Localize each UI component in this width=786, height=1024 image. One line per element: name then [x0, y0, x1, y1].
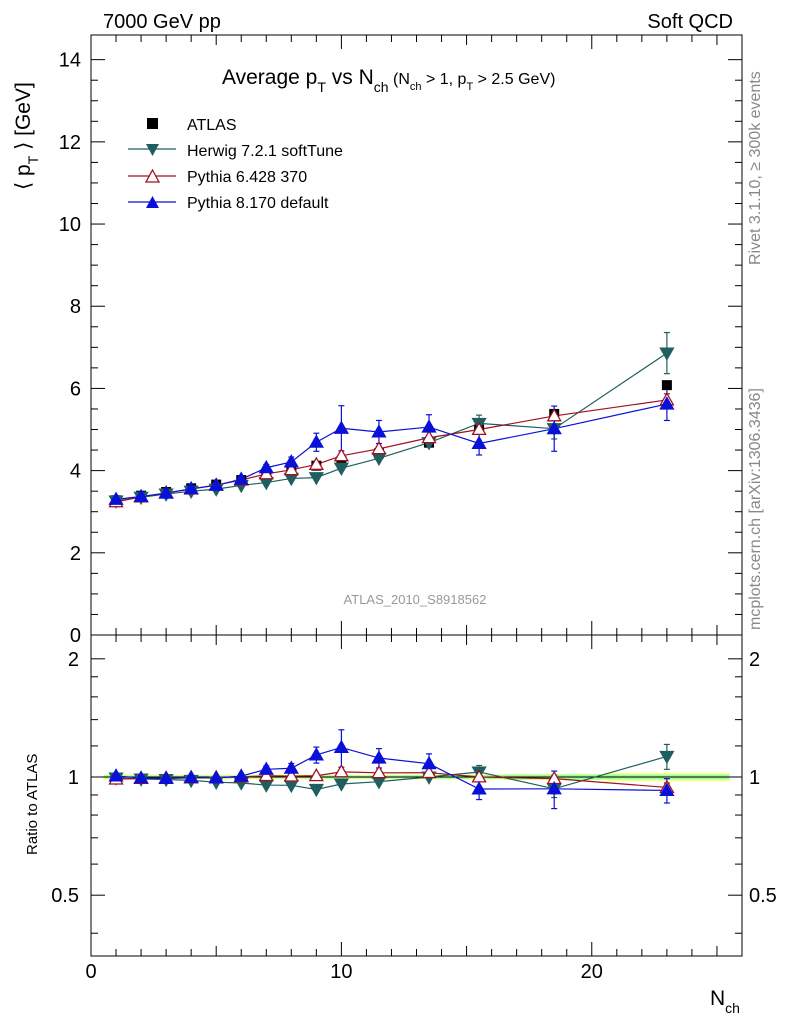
ratio-y-tick-label: 0.5 [51, 885, 79, 907]
ratio-panel-frame [90, 634, 743, 957]
ratio-point-series-2 [371, 750, 387, 764]
ratio-point-series-2 [233, 768, 249, 782]
data-point-series-2 [546, 420, 562, 435]
x-tick-labels: 0 10 20 [85, 961, 602, 983]
main-y-tick-label: 12 [59, 132, 81, 154]
data-point-series-1 [283, 461, 299, 476]
chart-title: Average pT vs Nch (Nch > 1, pT > 2.5 GeV… [222, 66, 555, 95]
ratio-y-tick-label-right: 1 [749, 767, 760, 789]
ratio-point-series-2 [258, 761, 274, 775]
data-point-series-2 [233, 471, 249, 485]
main-series-line [115, 403, 668, 500]
ratio-point-series-1 [258, 767, 274, 782]
ratio-point-series-2 [183, 769, 199, 784]
ratio-series-line [115, 746, 667, 792]
main-y-tick-label: 2 [70, 543, 81, 565]
main-series-line [115, 352, 668, 502]
x-tick-label: 20 [581, 961, 603, 983]
x-tick-label: 0 [85, 961, 96, 983]
ratio-point-series-1 [283, 768, 299, 782]
ratio-point-series-2 [283, 760, 299, 774]
data-point-series-2 [133, 488, 149, 503]
legend-label-atlas: ATLAS [187, 117, 237, 134]
x-tick-label: 10 [330, 961, 352, 983]
ratio-point-series-0 [308, 783, 324, 798]
data-point-series-1 [471, 421, 487, 436]
data-point-series-1 [308, 456, 324, 470]
data-point-atlas [661, 380, 672, 391]
data-point-series-2 [471, 435, 487, 450]
main-y-tick-label: 0 [70, 625, 81, 647]
ratio-point-series-2 [308, 747, 324, 761]
main-axis-ticks [90, 35, 743, 636]
ratio-point-series-1 [308, 767, 324, 782]
main-y-tick-label: 14 [59, 50, 81, 72]
data-point-series-2 [283, 454, 299, 468]
ratio-point-series-2 [158, 770, 174, 785]
ratio-y-tick-label-right: 2 [749, 649, 760, 671]
ratio-y-tick-label: 1 [68, 767, 79, 789]
data-point-series-1 [371, 441, 387, 455]
data-point-series-1 [546, 408, 562, 422]
ratio-y-tick-labels: 0.5 0.5 1 1 2 2 [51, 649, 777, 907]
main-series-layer [108, 331, 675, 509]
mcplots-reference-label: mcplots.cern.ch [arXiv:1306.3436] [747, 388, 764, 630]
ratio-point-series-1 [333, 764, 350, 778]
data-point-series-2 [108, 491, 124, 505]
ratio-point-series-2 [133, 770, 149, 784]
main-y-tick-label: 6 [70, 378, 81, 400]
legend-label-herwig: Herwig 7.2.1 softTune [187, 143, 343, 160]
legend-marker-pythia8 [146, 196, 159, 208]
ratio-point-series-0 [659, 750, 675, 765]
data-point-series-2 [183, 480, 199, 495]
main-y-tick-label: 10 [59, 214, 81, 236]
ratio-y-tick-label: 2 [68, 649, 79, 671]
ratio-point-series-0 [333, 778, 350, 792]
data-point-series-1 [421, 429, 437, 444]
data-point-series-2 [258, 459, 274, 474]
ratio-series-layer [108, 729, 675, 810]
data-point-series-2 [421, 419, 437, 433]
legend-marker-pythia6 [144, 168, 161, 183]
data-point-series-0 [659, 347, 675, 361]
ratio-point-series-2 [659, 782, 675, 796]
data-point-series-0 [308, 472, 324, 486]
ratio-point-series-2 [333, 739, 350, 753]
data-point-series-2 [208, 477, 224, 491]
ratio-point-series-1 [421, 764, 437, 779]
analysis-watermark: ATLAS_2010_S8918562 [344, 592, 487, 607]
data-point-series-2 [659, 396, 675, 410]
rivet-version-label: Rivet 3.1.10, ≥ 300k events [747, 71, 764, 265]
ratio-point-series-1 [371, 765, 387, 779]
legend-label-pythia8: Pythia 8.170 default [187, 195, 329, 212]
header-process-label: Soft QCD [647, 11, 733, 33]
ratio-point-series-2 [108, 768, 124, 782]
data-point-series-1 [333, 448, 350, 462]
y-axis-label: ⟨ pT ⟩ [GeV] [12, 82, 41, 190]
data-point-series-2 [158, 485, 174, 499]
main-y-tick-label: 4 [70, 461, 81, 483]
legend-label-pythia6: Pythia 6.428 370 [187, 169, 307, 186]
data-point-series-2 [333, 420, 350, 434]
data-point-series-2 [371, 424, 387, 438]
main-y-tick-labels: 0 2 4 6 8 10 12 14 [59, 50, 81, 647]
data-point-series-2 [308, 434, 324, 448]
ratio-point-series-2 [471, 781, 487, 795]
main-series-line [115, 399, 667, 503]
main-y-tick-label: 8 [70, 296, 81, 318]
legend: ATLAS Herwig 7.2.1 softTune Pythia 6.428… [128, 117, 343, 212]
ratio-axis-ticks [90, 635, 743, 956]
data-point-series-0 [333, 462, 350, 476]
ratio-point-series-2 [208, 770, 224, 784]
ratio-y-tick-label-right: 0.5 [749, 885, 777, 907]
ratio-axis-label: Ratio to ATLAS [24, 754, 41, 855]
legend-marker-herwig [146, 144, 159, 156]
legend-marker-atlas [147, 118, 158, 129]
header-energy-label: 7000 GeV pp [103, 11, 221, 33]
ratio-point-series-0 [258, 779, 274, 793]
x-axis-label: Nch [710, 987, 740, 1016]
ratio-point-series-2 [546, 781, 562, 795]
ratio-point-series-2 [421, 755, 437, 770]
